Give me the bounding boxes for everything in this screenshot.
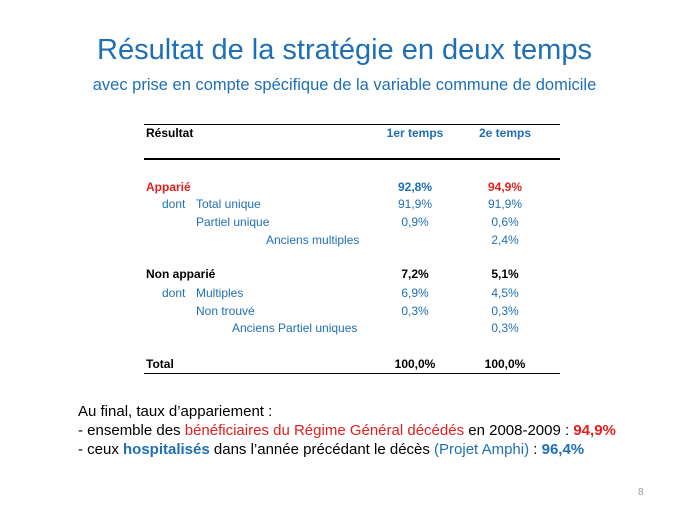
summary-line1-prefix: - ensemble des: [78, 422, 185, 439]
summary-line1-value: 94,9%: [573, 422, 616, 439]
header-bottom-rule: [144, 158, 560, 160]
summary-line2-middle: dans l’année précédant le décès: [209, 441, 435, 458]
summary-line1-middle: en 2008-2009 :: [464, 422, 574, 439]
summary-line-deceased: - ensemble des bénéficiaires du Régime G…: [78, 421, 616, 440]
row-label-unmatched: Non apparié: [146, 267, 216, 281]
row-label-matched: Apparié: [146, 180, 191, 194]
cell-second-pass: 94,9%: [487, 180, 523, 194]
row-prefix-dont: dont: [162, 197, 186, 211]
cell-second-pass: 2,4%: [491, 233, 519, 247]
summary-line2-sep: :: [529, 441, 542, 458]
summary-line2-prefix: - ceux: [78, 441, 124, 458]
row-label-total: Total: [146, 357, 174, 371]
row-label-former-multiples: Anciens multiples: [266, 233, 360, 247]
cell-first-pass: 6,9%: [401, 286, 429, 300]
cell-first-pass: 92,8%: [397, 180, 433, 194]
summary-line2-highlight: hospitalisés: [123, 441, 210, 458]
summary-line2-value: 96,4%: [541, 441, 585, 458]
header-label: Résultat: [146, 126, 194, 140]
slide-subtitle: avec prise en compte spécifique de la va…: [92, 76, 597, 94]
cell-first-pass: 91,9%: [397, 197, 433, 211]
cell-first-pass: 100,0%: [394, 357, 436, 371]
row-label-former-partial-uniques: Anciens Partiel uniques: [232, 321, 358, 335]
summary-line-hospitalized: - ceux hospitalisés dans l’année précéda…: [78, 440, 584, 459]
slide-title: Résultat de la stratégie en deux temps: [97, 34, 592, 66]
row-label-not-found: Non trouvé: [196, 304, 255, 318]
cell-second-pass: 0,3%: [491, 304, 519, 318]
cell-second-pass: 0,3%: [491, 321, 519, 335]
cell-second-pass: 100,0%: [484, 357, 526, 371]
summary-line2-project: (Projet Amphi): [434, 441, 530, 458]
row-label-total-unique: Total unique: [196, 197, 261, 211]
cell-second-pass: 5,1%: [491, 267, 519, 281]
cell-first-pass: 0,9%: [401, 215, 429, 229]
row-prefix-dont: dont: [162, 286, 186, 300]
cell-second-pass: 91,9%: [487, 197, 523, 211]
header-second-pass: 2e temps: [478, 126, 532, 140]
cell-second-pass: 0,6%: [491, 215, 519, 229]
cell-first-pass: 0,3%: [401, 304, 429, 318]
row-label-multiples: Multiples: [196, 286, 244, 300]
table-bottom-rule: [144, 373, 560, 374]
header-first-pass: 1er temps: [386, 126, 444, 140]
page-number: 8: [638, 487, 644, 498]
summary-line1-highlight: bénéficiaires du Régime Général décédés: [184, 422, 465, 439]
cell-second-pass: 4,5%: [491, 286, 519, 300]
row-label-partial-unique: Partiel unique: [196, 215, 270, 229]
summary-intro: Au final, taux d’appariement :: [78, 403, 273, 420]
cell-first-pass: 7,2%: [401, 267, 429, 281]
table-top-rule: [144, 124, 560, 125]
